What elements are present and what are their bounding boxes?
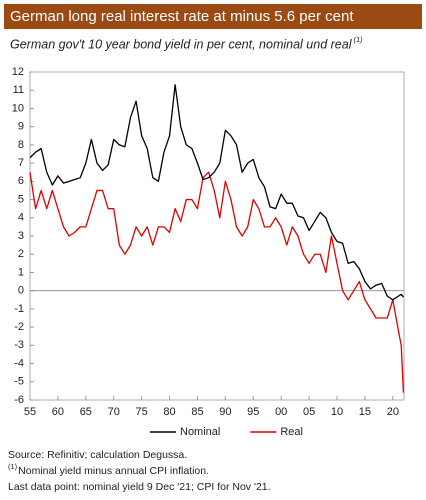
x-tick-label: 10 bbox=[331, 406, 343, 418]
title-bar bbox=[4, 4, 422, 29]
footnote-marker: (1) bbox=[8, 462, 18, 471]
x-tick-label: 95 bbox=[247, 406, 259, 418]
y-tick-label: 1 bbox=[18, 266, 24, 278]
y-tick-label: 9 bbox=[18, 121, 24, 133]
x-tick-label: 60 bbox=[52, 406, 64, 418]
y-tick-label: -2 bbox=[14, 321, 24, 333]
x-tick-label: 70 bbox=[108, 406, 120, 418]
footnote: Nominal yield minus annual CPI inflation… bbox=[18, 465, 209, 477]
y-tick-label: 7 bbox=[18, 157, 24, 169]
plot-frame bbox=[29, 71, 405, 401]
y-tick-label: 12 bbox=[12, 66, 24, 78]
y-tick-label: -3 bbox=[14, 339, 24, 351]
y-tick-label: 4 bbox=[18, 212, 24, 224]
y-tick-label: 6 bbox=[18, 175, 24, 187]
x-tick-label: 55 bbox=[24, 406, 36, 418]
subtitle-note: (1) bbox=[353, 35, 363, 44]
y-tick-label: -1 bbox=[14, 303, 24, 315]
line-0 bbox=[29, 84, 404, 301]
y-tick-label: 11 bbox=[13, 84, 24, 96]
y-tick-label: 3 bbox=[18, 230, 24, 242]
legend-label: Real bbox=[280, 426, 303, 438]
y-tick-label: 2 bbox=[18, 248, 24, 260]
y-tick-label: 8 bbox=[18, 139, 24, 151]
x-tick-label: 00 bbox=[275, 406, 287, 418]
y-tick-label: 10 bbox=[12, 102, 24, 114]
y-tick-label: 5 bbox=[18, 193, 24, 205]
x-tick-label: 20 bbox=[387, 406, 399, 418]
footnote: Source: Refinitiv; calculation Degussa. bbox=[8, 449, 187, 461]
y-tick-label: 0 bbox=[18, 285, 24, 297]
y-tick-label: -4 bbox=[14, 357, 24, 369]
x-tick-label: 90 bbox=[219, 406, 231, 418]
legend-label: Nominal bbox=[180, 426, 220, 438]
x-tick-label: 75 bbox=[136, 406, 148, 418]
x-tick-label: 85 bbox=[191, 406, 203, 418]
chart-subtitle: German gov't 10 year bond yield in per c… bbox=[10, 37, 353, 51]
y-tick-label: -6 bbox=[14, 394, 24, 406]
x-tick-label: 65 bbox=[80, 406, 92, 418]
chart-title: German long real interest rate at minus … bbox=[10, 8, 354, 25]
x-tick-label: 05 bbox=[303, 406, 315, 418]
line-1 bbox=[29, 171, 405, 393]
footnote: Last data point: nominal yield 9 Dec '21… bbox=[8, 481, 271, 493]
y-tick-label: -5 bbox=[14, 376, 24, 388]
x-tick-label: 80 bbox=[163, 406, 175, 418]
x-tick-label: 15 bbox=[359, 406, 371, 418]
